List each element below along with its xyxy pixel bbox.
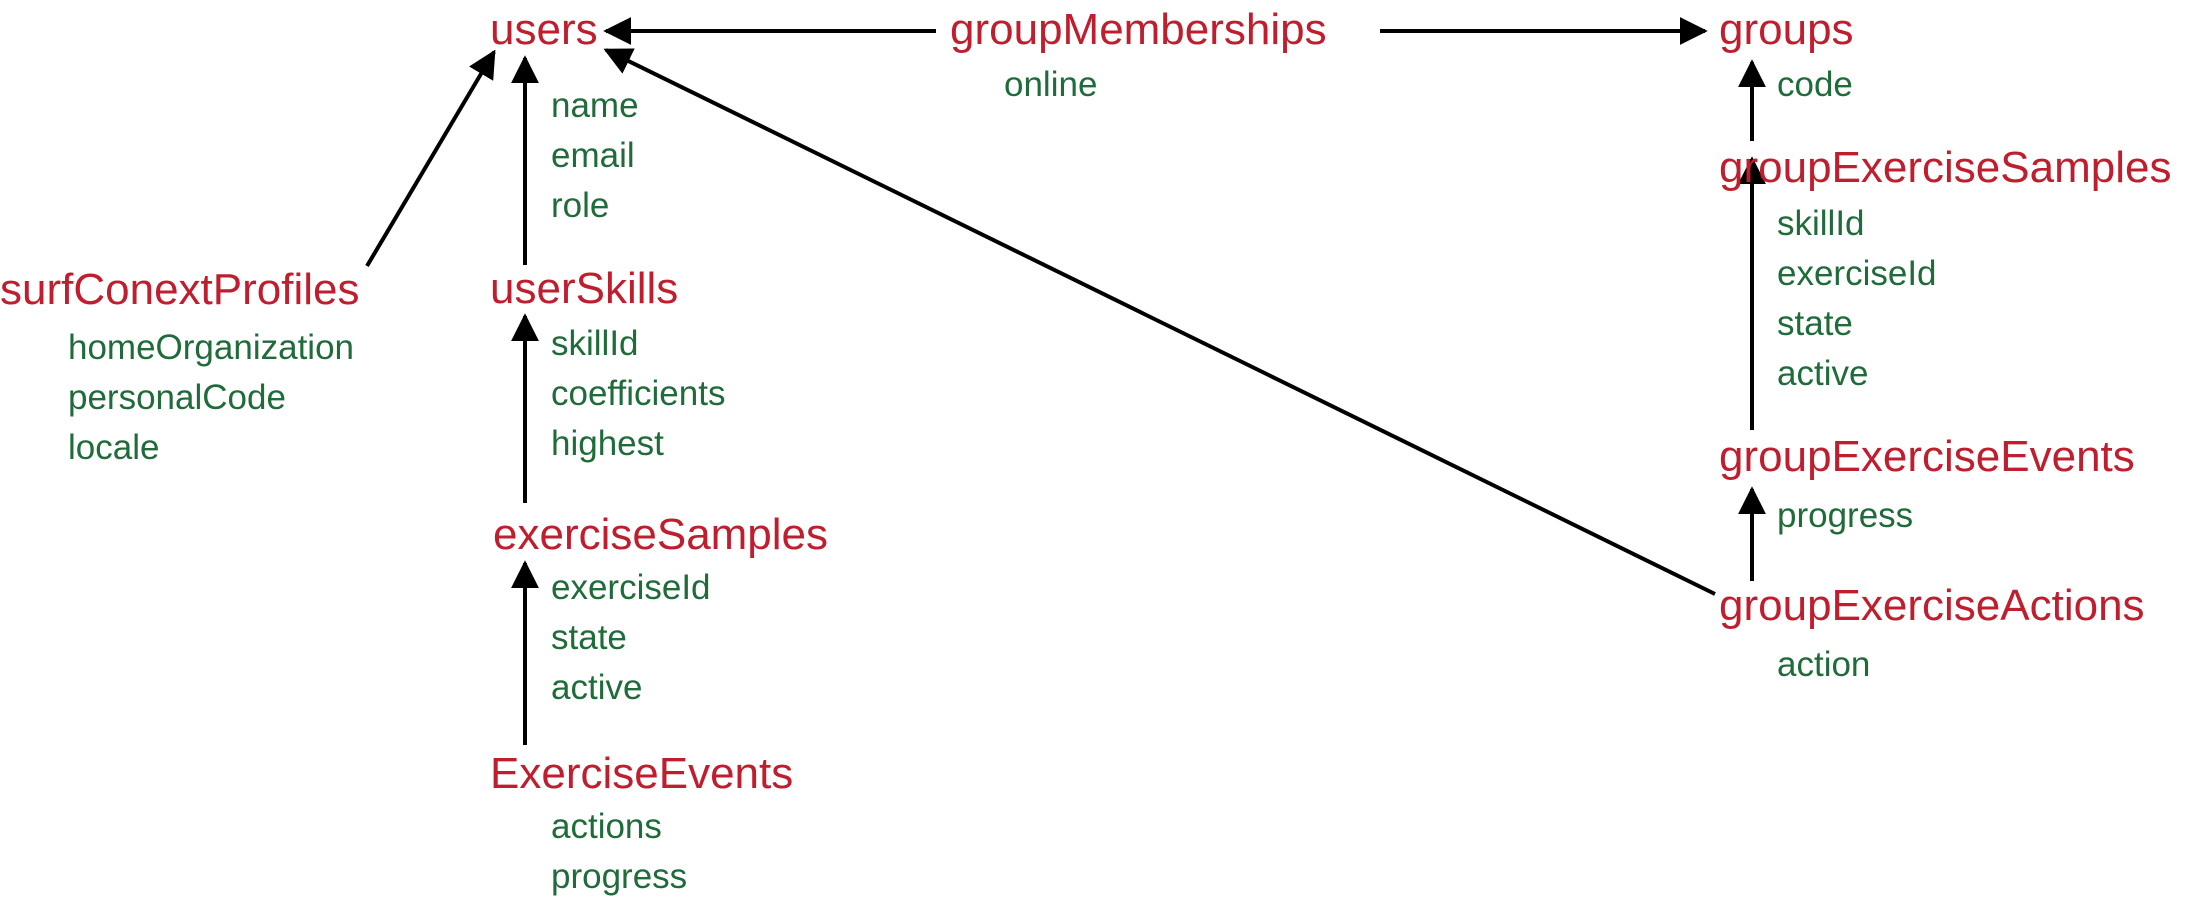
field-label: skillId <box>1777 204 1865 243</box>
entity-title: groupExerciseActions <box>1719 581 2145 630</box>
entity-title: userSkills <box>490 264 679 313</box>
entity-title: groups <box>1719 5 1854 54</box>
field-label: state <box>1777 304 1853 343</box>
entity-title: exerciseSamples <box>493 510 829 559</box>
field-label: progress <box>551 857 688 896</box>
field-label: online <box>1004 65 1098 104</box>
field-label: active <box>1777 354 1869 393</box>
field-label: state <box>551 618 627 657</box>
field-label: exerciseId <box>1777 254 1937 293</box>
entity-title: users <box>490 5 598 54</box>
field-label: active <box>551 668 643 707</box>
field-label: code <box>1777 65 1853 104</box>
field-label: actions <box>551 807 662 846</box>
entity-title: surfConextProfiles <box>0 265 360 314</box>
field-label: highest <box>551 424 664 463</box>
field-label: progress <box>1777 496 1914 535</box>
field-label: email <box>551 136 635 175</box>
field-label: exerciseId <box>551 568 711 607</box>
entity-title: groupExerciseSamples <box>1719 143 2172 192</box>
arrow-surfConextProfiles-to-users <box>365 49 496 268</box>
field-label: homeOrganization <box>68 328 354 367</box>
entity-title: groupExerciseEvents <box>1719 432 2135 481</box>
field-label: name <box>551 86 639 125</box>
field-label: action <box>1777 645 1871 684</box>
entity-title: ExerciseEvents <box>490 749 794 798</box>
field-label: locale <box>68 428 160 467</box>
field-label: role <box>551 186 610 225</box>
arrow-groupExerciseActions-to-users <box>603 48 1716 596</box>
field-label: coefficients <box>551 374 726 413</box>
field-label: skillId <box>551 324 639 363</box>
entity-title: groupMemberships <box>950 5 1327 54</box>
field-label: personalCode <box>68 378 286 417</box>
